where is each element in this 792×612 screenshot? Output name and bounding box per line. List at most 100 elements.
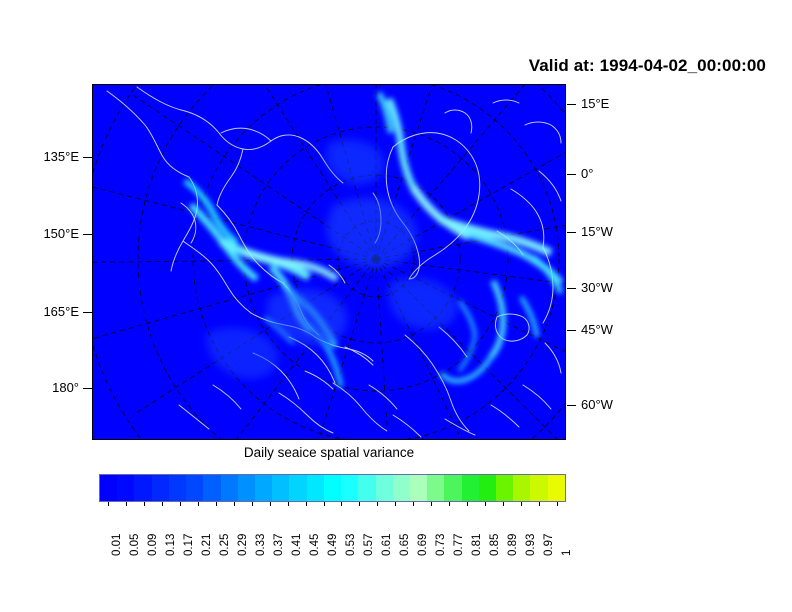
colorbar-tick-25 <box>557 502 559 506</box>
colorbar-label-15: 0.61 <box>380 533 393 556</box>
colorbar-label-20: 0.81 <box>470 533 483 556</box>
colorbar-band-5 <box>186 475 204 501</box>
left-tick-0 <box>83 157 92 158</box>
colorbar-label-14: 0.57 <box>362 533 375 556</box>
right-axis-label-4: 45°W <box>581 322 613 337</box>
colorbar-label-7: 0.29 <box>237 533 250 556</box>
colorbar-band-3 <box>151 475 169 501</box>
right-tick-2 <box>567 232 576 233</box>
colorbar-tick-22 <box>503 502 505 506</box>
colorbar-label-9: 0.37 <box>273 533 286 556</box>
colorbar-label-17: 0.69 <box>416 533 429 556</box>
colorbar-tick-16 <box>395 502 397 506</box>
left-tick-2 <box>83 312 92 313</box>
colorbar[interactable] <box>99 474 566 502</box>
colorbar-band-0 <box>100 475 118 501</box>
colorbar-label-22: 0.89 <box>506 533 519 556</box>
left-axis-label-1: 150°E <box>43 226 79 241</box>
right-tick-0 <box>567 104 576 105</box>
colorbar-band-6 <box>203 475 221 501</box>
left-tick-3 <box>83 388 92 389</box>
colorbar-label-12: 0.49 <box>327 533 340 556</box>
colorbar-tick-6 <box>215 502 217 506</box>
colorbar-band-16 <box>375 475 393 501</box>
colorbar-band-13 <box>323 475 342 501</box>
colorbar-tick-marks <box>99 502 566 510</box>
colorbar-tick-4 <box>179 502 181 506</box>
colorbar-band-23 <box>496 475 514 501</box>
colorbar-band-14 <box>341 475 359 501</box>
right-axis-label-2: 15°W <box>581 224 613 239</box>
colorbar-label-3: 0.13 <box>165 533 178 556</box>
colorbar-tick-7 <box>233 502 235 506</box>
colorbar-band-4 <box>168 475 187 501</box>
colorbar-tick-0 <box>107 502 109 506</box>
colorbar-band-26 <box>547 475 565 501</box>
colorbar-band-11 <box>289 475 307 501</box>
colorbar-label-25: 1 <box>560 549 573 556</box>
colorbar-tick-10 <box>287 502 289 506</box>
seaice-variance-field <box>183 91 564 388</box>
colorbar-tick-5 <box>197 502 199 506</box>
colorbar-label-21: 0.85 <box>488 533 501 556</box>
right-tick-3 <box>567 288 576 289</box>
colorbar-band-17 <box>392 475 410 501</box>
colorbar-band-25 <box>530 475 548 501</box>
colorbar-band-1 <box>117 475 135 501</box>
colorbar-label-13: 0.53 <box>344 533 357 556</box>
colorbar-label-11: 0.45 <box>309 533 322 556</box>
colorbar-label-4: 0.17 <box>183 533 196 556</box>
colorbar-tick-19 <box>449 502 451 506</box>
colorbar-label-2: 0.09 <box>147 533 160 556</box>
colorbar-label-5: 0.21 <box>201 533 214 556</box>
colorbar-band-19 <box>427 475 445 501</box>
colorbar-label-24: 0.97 <box>542 533 555 556</box>
colorbar-tick-20 <box>467 502 469 506</box>
right-axis-label-5: 60°W <box>581 397 613 412</box>
colorbar-band-22 <box>478 475 497 501</box>
right-tick-5 <box>567 405 576 406</box>
colorbar-tick-15 <box>377 502 379 506</box>
colorbar-tick-24 <box>539 502 541 506</box>
colorbar-tick-1 <box>125 502 127 506</box>
colorbar-tick-11 <box>305 502 307 506</box>
right-axis-label-1: 0° <box>581 166 594 181</box>
colorbar-label-23: 0.93 <box>524 533 537 556</box>
colorbar-tick-23 <box>521 502 523 506</box>
colorbar-label-8: 0.33 <box>255 533 268 556</box>
colorbar-label-6: 0.25 <box>219 533 232 556</box>
colorbar-label-0: 0.01 <box>111 533 124 556</box>
left-axis-label-3: 180° <box>52 380 79 395</box>
colorbar-band-9 <box>254 475 273 501</box>
colorbar-tick-14 <box>359 502 361 506</box>
map-field-svg <box>93 85 565 439</box>
colorbar-tick-9 <box>269 502 271 506</box>
colorbar-band-7 <box>220 475 238 501</box>
colorbar-label-1: 0.05 <box>129 533 142 556</box>
colorbar-band-18 <box>409 475 428 501</box>
colorbar-label-16: 0.65 <box>398 533 411 556</box>
colorbar-band-15 <box>358 475 376 501</box>
map-plot-area[interactable] <box>92 84 566 440</box>
colorbar-tick-21 <box>485 502 487 506</box>
colorbar-label-19: 0.77 <box>452 533 465 556</box>
right-axis-label-0: 15°E <box>581 96 610 111</box>
colorbar-band-8 <box>237 475 255 501</box>
colorbar-band-20 <box>444 475 462 501</box>
right-axis-label-3: 30°W <box>581 280 613 295</box>
colorbar-tick-13 <box>341 502 343 506</box>
colorbar-tick-3 <box>161 502 163 506</box>
colorbar-tick-labels: 0.01 0.05 0.09 0.13 0.17 0.21 0.25 0.29 0.33 0.37… <box>99 508 572 568</box>
right-tick-4 <box>567 330 576 331</box>
valid-time-title: Valid at: 1994-04-02_00:00:00 <box>528 56 766 75</box>
colorbar-band-12 <box>306 475 324 501</box>
left-axis-label-2: 165°E <box>43 304 79 319</box>
colorbar-tick-18 <box>431 502 433 506</box>
colorbar-label-10: 0.41 <box>291 533 304 556</box>
colorbar-tick-12 <box>323 502 325 506</box>
colorbar-container <box>99 474 566 502</box>
colorbar-band-21 <box>461 475 479 501</box>
colorbar-tick-17 <box>413 502 415 506</box>
right-tick-1 <box>567 174 576 175</box>
